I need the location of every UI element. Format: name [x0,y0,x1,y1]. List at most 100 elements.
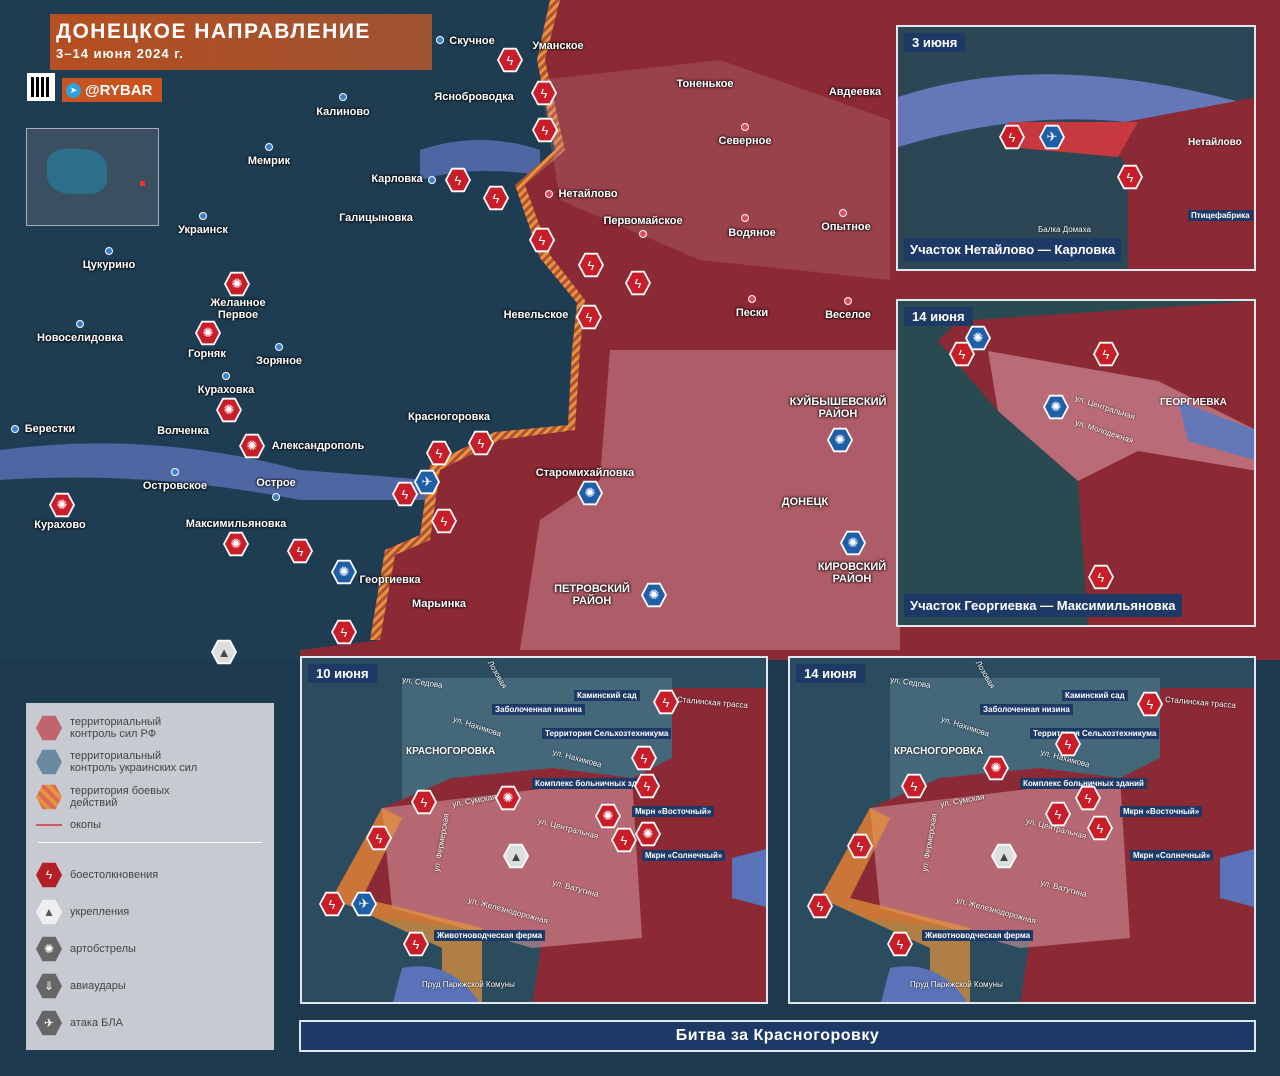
place-label: Нетайлово [1188,137,1242,148]
district-label: КИРОВСКИЙ РАЙОН [817,561,887,585]
place-label: Территория Сельхозтехникума [542,728,672,739]
artillery-marker[interactable]: ✺ [1043,394,1069,420]
clash-marker[interactable]: ϟ [468,430,494,456]
town-label: Тоненькое [676,78,734,90]
town-label: Водяное [728,227,776,239]
clash-marker[interactable]: ϟ [483,185,509,211]
clash-marker[interactable]: ϟ [1093,341,1119,367]
clash-marker[interactable]: ϟ [403,931,429,957]
inset-caption: Участок Георгиевка — Максимильяновка [904,594,1182,617]
drone-icon: ✈ [36,1010,62,1036]
place-label: Мкрн «Солнечный» [1130,850,1214,861]
qr-code [27,73,55,101]
drone-marker[interactable]: ✈ [414,469,440,495]
legend-label: территориальный контроль сил РФ [70,716,162,740]
town-label: Зоряное [255,355,303,367]
title-banner: ДОНЕЦКОЕ НАПРАВЛЕНИЕ 3–14 июня 2024 г. [50,14,432,70]
place-label: Каминский сад [574,690,640,701]
town-label: Уманское [532,40,584,52]
inset-krasnogorovka-10-june[interactable]: 10 июня Каминский сад Заболоченная низина Т… [300,656,768,1004]
town-label: Желанное Первое [210,297,266,321]
town-label: Максимильяновка [185,518,287,530]
city-label: ДОНЕЦК [781,496,829,508]
town-label: Ясноброводка [434,91,514,103]
town-label: Марьинка [412,598,466,610]
town-label: Новоселидовка [37,332,123,344]
channel-badge[interactable]: ➤ @RYBAR [62,78,162,102]
clash-marker[interactable]: ϟ [287,538,313,564]
divider [38,842,262,843]
place-label: Заболоченная низина [980,704,1073,715]
clash-marker[interactable]: ϟ [392,481,418,507]
lightning-icon: ϟ [36,862,62,888]
clash-marker[interactable]: ϟ [1137,691,1163,717]
legend-label: атака БЛА [70,1017,123,1029]
town-label: Мемрик [247,155,291,167]
clash-marker[interactable]: ϟ [1087,815,1113,841]
town-label: Карловка [371,173,423,185]
district-label: ПЕТРОВСКИЙ РАЙОН [554,583,630,607]
inset-krasnogorovka-14-june[interactable]: 14 июня Каминский сад Заболоченная низина Т… [788,656,1256,1004]
map-dates: 3–14 июня 2024 г. [56,46,184,61]
town-label: Веселое [825,309,871,321]
artillery-marker[interactable]: ✺ [331,559,357,585]
district-label: КУЙБЫШЕВСКИЙ РАЙОН [789,396,887,420]
place-label: Комплекс больничных зданий [1020,778,1147,789]
clash-marker[interactable]: ϟ [426,440,452,466]
place-label: Комплекс больничных зданий [532,778,659,789]
place-label: Балка Домаха [1038,225,1091,234]
inset-georgievka-maksimilyanovka[interactable]: 14 июня ГЕОРГИЕВКА ул. Центральная ул. М… [896,299,1256,627]
town-label: Опытное [821,221,871,233]
map-title: ДОНЕЦКОЕ НАПРАВЛЕНИЕ [56,20,371,43]
clash-marker[interactable]: ϟ [1075,785,1101,811]
clash-marker[interactable]: ϟ [431,508,457,534]
place-label: Животноводческая ферма [922,930,1034,941]
drone-marker[interactable]: ✈ [351,891,377,917]
bomb-icon: ⇓ [36,973,62,999]
town-label: Берестки [24,423,76,435]
town-label: Калиново [316,106,370,118]
inset-date: 3 июня [904,33,966,52]
town-label: Пески [735,307,769,319]
town-label: Георгиевка [359,574,421,586]
clash-marker[interactable]: ϟ [1045,801,1071,827]
town-label: Волченка [157,425,209,437]
clash-marker[interactable]: ϟ [411,789,437,815]
town-label: Украинск [178,224,228,236]
street-label: Пруд Парижской Комуны [910,980,1003,989]
place-label: Мкрн «Восточный» [632,806,715,817]
town-label: Галицыновка [339,212,413,224]
hex-red-icon [36,715,62,741]
town-label: Авдеевка [828,86,882,98]
krasnogorovka-battle-title: Битва за Красногоровку [299,1020,1256,1052]
inset-caption: Участок Нетайлово — Карловка [904,238,1122,261]
town-label: Цукурино [82,259,136,271]
inset-netailovo-karlovka[interactable]: 3 июня Нетайлово Птицефабрика Балка Дома… [896,25,1256,271]
explosion-icon: ✺ [36,936,62,962]
overview-minimap [26,128,159,226]
legend-label: укрепления [70,906,130,918]
clash-marker[interactable]: ϟ [1055,731,1081,757]
place-label: Птицефабрика [1188,210,1253,221]
drone-marker[interactable]: ✈ [1039,124,1065,150]
legend-label: территория боевых действий [70,785,170,809]
legend-label: артобстрелы [70,943,136,955]
clash-marker[interactable]: ϟ [331,619,357,645]
town-label: Скучное [449,35,495,47]
legend-label: территориальный контроль украинских сил [70,750,198,774]
legend-label: боестолкновения [70,869,159,881]
telegram-icon: ➤ [66,82,81,98]
town-label: КРАСНОГОРОВКА [406,746,496,757]
legend-label: авиаудары [70,980,126,992]
hex-striped-icon [36,784,62,810]
street-label: Пруд Парижской Комуны [422,980,515,989]
town-label: Острое [256,477,296,489]
clash-marker[interactable]: ϟ [319,891,345,917]
clash-marker[interactable]: ϟ [366,825,392,851]
clash-marker[interactable]: ϟ [1117,164,1143,190]
clash-marker[interactable]: ϟ [1088,564,1114,590]
legend-label: окопы [70,819,102,831]
town-label: Красногоровка [407,411,491,423]
clash-marker[interactable]: ϟ [445,167,471,193]
place-label: Каминский сад [1062,690,1128,701]
